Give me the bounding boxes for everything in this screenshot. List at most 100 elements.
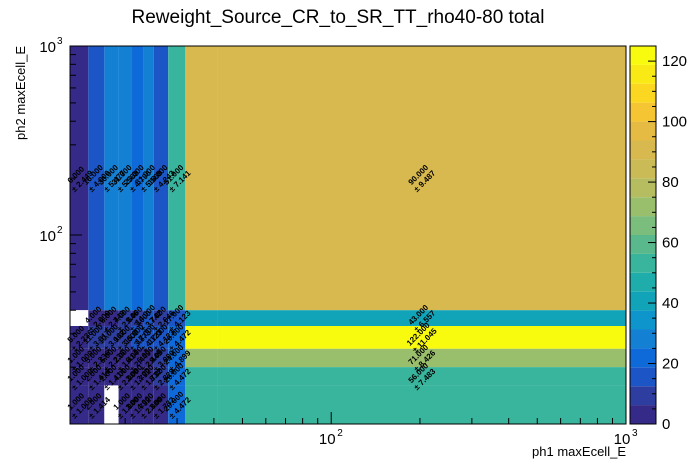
- palette-tick-label: 100: [662, 114, 687, 131]
- heatmap-cell: [70, 326, 89, 349]
- heatmap-cell: [168, 367, 186, 386]
- palette-band: [630, 386, 656, 406]
- palette-band: [630, 253, 656, 273]
- heatmap-cell: [131, 326, 144, 349]
- heatmap-cell: [70, 348, 89, 368]
- palette-band: [630, 235, 656, 254]
- heatmap-cell: [104, 385, 119, 424]
- heatmap-cell: [118, 348, 132, 368]
- palette-band: [630, 272, 656, 292]
- heatmap-cell: [70, 367, 89, 386]
- heatmap-cell: [143, 367, 154, 386]
- y-tick-exponent: 3: [57, 36, 63, 47]
- heatmap-cell: [153, 46, 169, 311]
- heatmap-cell: [70, 46, 89, 311]
- heatmap-cell: [153, 326, 169, 349]
- heatmap-cell: [217, 367, 626, 386]
- heatmap-cell: [217, 46, 626, 311]
- palette-band: [630, 140, 656, 160]
- heatmap-cell: [153, 385, 169, 424]
- y-tick-label: 10: [39, 39, 56, 56]
- heatmap-cell: [118, 310, 132, 327]
- heatmap-cell: [168, 385, 186, 424]
- heatmap-cell: [88, 385, 105, 424]
- palette-frame: [629, 45, 657, 425]
- heatmap-cell: [185, 46, 218, 311]
- heatmap-cell: [185, 310, 218, 327]
- heatmap-cell: [143, 310, 154, 327]
- y-axis-label: ph2 maxEcell_E: [13, 46, 28, 140]
- x-tick-exponent: 3: [632, 428, 638, 439]
- heatmap-cells: [70, 46, 626, 424]
- color-palette: 0 20 40 60 80 100 120: [629, 45, 687, 433]
- heatmap-cell: [88, 46, 105, 311]
- palette-band: [630, 197, 656, 217]
- palette-band: [630, 348, 656, 368]
- heatmap-cell: [217, 348, 626, 368]
- palette-band: [630, 310, 656, 330]
- palette-band: [630, 367, 656, 387]
- x-tick-label: 10: [319, 431, 336, 448]
- x-tick-label: 10: [614, 431, 631, 448]
- x-tick-exponent: 2: [337, 428, 343, 439]
- heatmap-cell: [153, 367, 169, 386]
- palette-band: [630, 46, 656, 65]
- heatmap-cell: [143, 385, 154, 424]
- palette-tick-label: 20: [662, 356, 679, 373]
- palette-band: [630, 159, 656, 179]
- heatmap-cell: [168, 46, 186, 311]
- heatmap-cell: [70, 310, 89, 327]
- heatmap-cell: [131, 46, 144, 311]
- heatmap-cell: [104, 367, 119, 386]
- palette-band: [630, 178, 656, 198]
- heatmap-cell: [104, 46, 119, 311]
- palette-tick-label: 120: [662, 53, 687, 70]
- heatmap-cell: [217, 326, 626, 349]
- palette-tick-label: 60: [662, 235, 679, 252]
- palette-band: [630, 64, 656, 84]
- heatmap-cell: [143, 348, 154, 368]
- palette-band: [630, 121, 656, 141]
- heatmap-cell: [88, 348, 105, 368]
- palette-tick-label: 80: [662, 174, 679, 191]
- palette-tick-label: 0: [662, 416, 670, 433]
- heatmap-cell: [168, 326, 186, 349]
- heatmap-cell: [217, 310, 626, 327]
- palette-band: [630, 291, 656, 311]
- heatmap-cell: [104, 326, 119, 349]
- palette-band: [630, 216, 656, 235]
- palette-band: [630, 405, 656, 424]
- palette-band: [630, 102, 656, 122]
- heatmap-cell: [153, 348, 169, 368]
- x-axis-label: ph1 maxEcell_E: [532, 444, 626, 459]
- heatmap-cell: [118, 385, 132, 424]
- axis-ticks: 10 2 10 310 210 3: [39, 36, 638, 448]
- heatmap-cell: [88, 310, 105, 327]
- palette-tick-label: 40: [662, 295, 679, 312]
- heatmap-cell: [118, 46, 132, 311]
- heatmap-cell: [185, 367, 218, 386]
- heatmap-cell: [88, 326, 105, 349]
- palette-band: [630, 83, 656, 103]
- heatmap-cell: [153, 310, 169, 327]
- heatmap-cell: [131, 310, 144, 327]
- heatmap-cell: [70, 385, 89, 424]
- heatmap-cell: [143, 46, 154, 311]
- heatmap-cell: [88, 367, 105, 386]
- heatmap-cell: [118, 367, 132, 386]
- heatmap-cell: [217, 385, 626, 424]
- heatmap-cell: [118, 326, 132, 349]
- y-tick-exponent: 2: [57, 225, 63, 236]
- heatmap-cell: [185, 326, 218, 349]
- heatmap-cell: [131, 385, 144, 424]
- chart-title: Reweight_Source_CR_to_SR_TT_rho40-80 tot…: [132, 7, 545, 28]
- heatmap-cell: [185, 348, 218, 368]
- palette-band: [630, 329, 656, 349]
- heatmap-cell: [143, 326, 154, 349]
- heatmap-cell: [131, 348, 144, 368]
- heatmap-cell: [185, 385, 218, 424]
- heatmap-cell: [104, 348, 119, 368]
- y-tick-label: 10: [39, 228, 56, 245]
- heatmap-cell: [168, 310, 186, 327]
